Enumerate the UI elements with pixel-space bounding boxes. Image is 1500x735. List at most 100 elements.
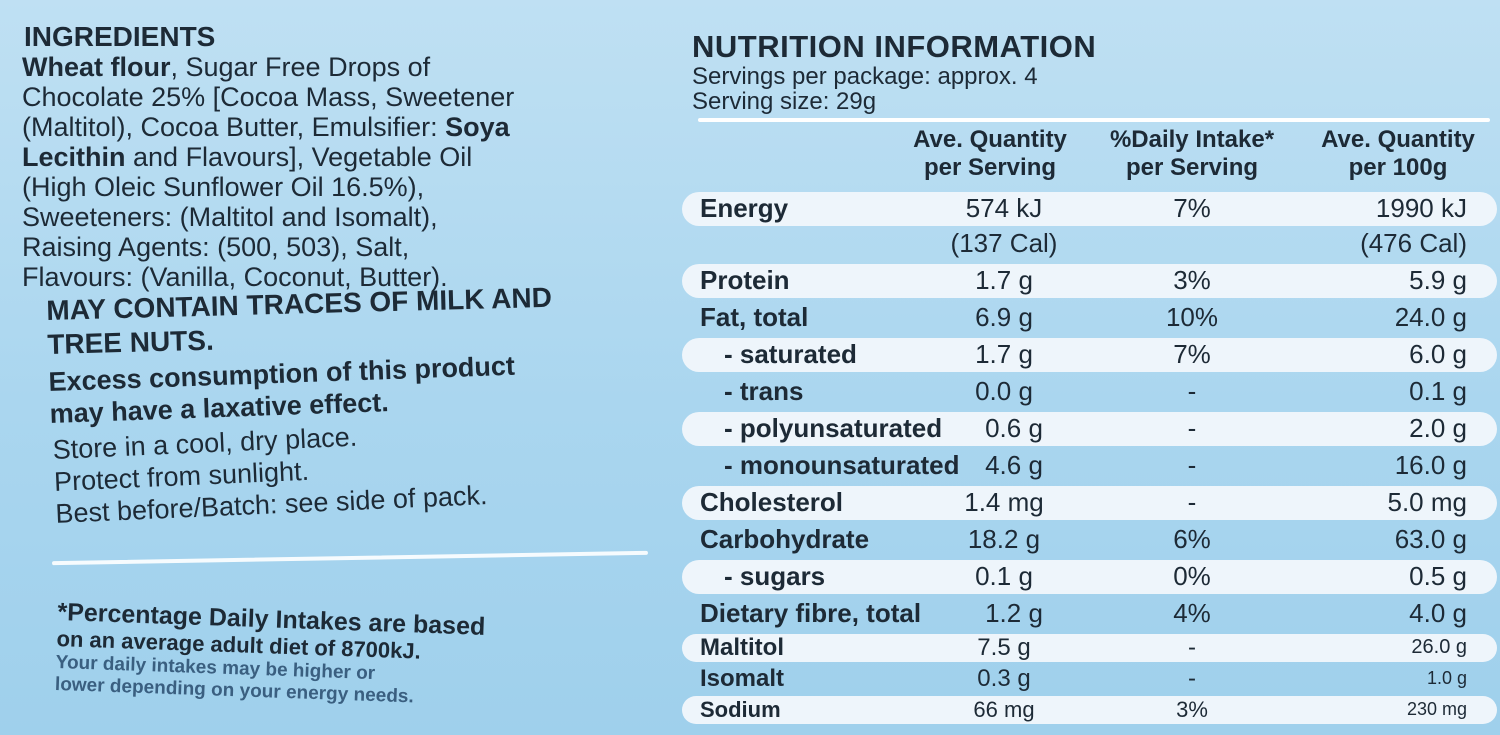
daily-intake-footnote: *Percentage Daily Intakes are based on a…	[55, 598, 678, 718]
header-daily-intake-l1: %Daily Intake*	[1109, 126, 1275, 153]
ingredients-line-1: , Sugar Free Drops of	[170, 52, 431, 82]
per-serving-value: 0.1 g	[975, 561, 1033, 591]
nutrient-name: Maltitol	[700, 634, 784, 661]
nutrient-name: - sugars	[724, 561, 826, 591]
daily-intake-value: 7%	[1173, 193, 1211, 223]
header-per-100g: Ave. Quantity per 100g	[1302, 126, 1494, 182]
per-serving-value: 1.7 g	[975, 339, 1033, 369]
nutrition-row: Carbohydrate 18.2 g 6% 63.0 g	[682, 521, 1497, 558]
nutrition-row: - monounsaturated 4.6 g - 16.0 g	[682, 447, 1497, 484]
daily-intake-value: -	[1187, 413, 1197, 443]
nutrition-divider	[698, 118, 1490, 122]
per-serving-value: 18.2 g	[967, 524, 1041, 554]
ingredient-wheat-flour: Wheat flour	[22, 52, 171, 82]
nutrition-row: Protein 1.7 g 3% 5.9 g	[682, 262, 1497, 299]
nutrient-name: Cholesterol	[700, 487, 844, 517]
header-daily-intake-l2: per Serving	[1125, 154, 1259, 181]
nutrient-name: Dietary fibre, total	[700, 598, 922, 628]
per-100g-cal: (476 Cal)	[1360, 228, 1467, 258]
ingredients-line-7: Raising Agents: (500, 503), Salt,	[22, 232, 410, 262]
header-per-serving-l2: per Serving	[923, 154, 1057, 181]
daily-intake-value: 4%	[1173, 598, 1211, 628]
nutrient-name: Sodium	[700, 697, 781, 722]
serving-size: Serving size: 29g	[692, 88, 877, 115]
nutrition-row: Fat, total 6.9 g 10% 24.0 g	[682, 299, 1497, 336]
daily-intake-value: 10%	[1165, 302, 1219, 332]
ingredients-title: INGREDIENTS	[24, 21, 216, 52]
per-serving-value: 0.3 g	[977, 665, 1031, 692]
nutrition-row: Maltitol 7.5 g - 26.0 g	[682, 632, 1497, 663]
per-100g-value: 1.0 g	[1426, 668, 1467, 688]
header-daily-intake: %Daily Intake* per Serving	[1092, 126, 1292, 182]
per-serving-value: 1.2 g	[985, 598, 1043, 628]
nutrition-row-energy: Energy 574 kJ 7% 1990 kJ (137 Cal) (476 …	[682, 190, 1497, 262]
ingredients-line-6: Sweeteners: (Maltitol and Isomalt),	[22, 202, 438, 232]
per-100g-value: 0.5 g	[1409, 561, 1467, 591]
daily-intake-value: 3%	[1176, 697, 1208, 722]
nutrition-row: Sodium 66 mg 3% 230 mg	[682, 694, 1497, 725]
daily-intake-value: -	[1187, 376, 1197, 406]
nutrition-title: NUTRITION INFORMATION	[692, 29, 1097, 64]
daily-intake-value: 7%	[1173, 339, 1211, 369]
nutrient-name: Protein	[700, 265, 790, 295]
nutrition-row: - trans 0.0 g - 0.1 g	[682, 373, 1497, 410]
nutrition-row: - saturated 1.7 g 7% 6.0 g	[682, 336, 1497, 373]
per-100g-value: 2.0 g	[1409, 413, 1467, 443]
per-100g-value: 26.0 g	[1411, 636, 1467, 658]
ingredient-soya: Soya	[445, 112, 510, 142]
header-per-serving: Ave. Quantity per Serving	[895, 126, 1085, 182]
daily-intake-value: -	[1187, 487, 1197, 517]
servings-per-package: Servings per package: approx. 4	[692, 63, 1038, 90]
nutrient-name: Carbohydrate	[700, 524, 870, 554]
ingredient-lecithin: Lecithin	[22, 142, 126, 172]
per-100g-value: 4.0 g	[1409, 598, 1467, 628]
left-divider	[52, 550, 648, 566]
ingredients-line-2: Chocolate 25% [Cocoa Mass, Sweetener	[22, 82, 515, 112]
header-per-100g-l2: per 100g	[1348, 154, 1448, 181]
per-serving-value: 1.7 g	[975, 265, 1033, 295]
nutrient-name: Energy	[700, 193, 789, 223]
nutrition-row: - sugars 0.1 g 0% 0.5 g	[682, 558, 1497, 595]
nutrient-name: - trans	[724, 376, 804, 406]
ingredients-text: Wheat flour, Sugar Free Drops of Chocola…	[22, 52, 672, 292]
daily-intake-value: 0%	[1173, 561, 1211, 591]
per-serving-value: 0.6 g	[985, 413, 1043, 443]
daily-intake-value: -	[1188, 634, 1196, 661]
per-serving-value: 66 mg	[973, 697, 1035, 722]
nutrient-name: - polyunsaturated	[724, 413, 943, 443]
per-100g-value: 16.0 g	[1394, 450, 1467, 480]
per-100g-value: 5.9 g	[1409, 265, 1467, 295]
per-100g-value: 24.0 g	[1394, 302, 1467, 332]
per-serving-value: 4.6 g	[985, 450, 1043, 480]
nutrition-row: - polyunsaturated 0.6 g - 2.0 g	[682, 410, 1497, 447]
ingredients-line-8: Flavours: (Vanilla, Coconut, Butter).	[22, 262, 448, 292]
per-serving-cal: (137 Cal)	[950, 228, 1058, 258]
per-serving-value: 6.9 g	[975, 302, 1033, 332]
ingredients-line-3: (Maltitol), Cocoa Butter, Emulsifier:	[22, 112, 446, 142]
daily-intake-value: 3%	[1173, 265, 1211, 295]
per-100g-value: 5.0 mg	[1387, 487, 1468, 517]
daily-intake-value: -	[1188, 665, 1196, 692]
per-serving-value: 574 kJ	[965, 193, 1043, 223]
header-per-serving-l1: Ave. Quantity	[913, 126, 1067, 153]
nutrient-name: Fat, total	[700, 302, 809, 332]
header-per-100g-l1: Ave. Quantity	[1321, 126, 1475, 153]
per-100g-value: 0.1 g	[1409, 376, 1467, 406]
ingredients-line-4: and Flavours], Vegetable Oil	[125, 142, 473, 172]
nutrition-header: NUTRITION INFORMATION Servings per packa…	[692, 29, 1492, 115]
ingredients-panel: INGREDIENTS Wheat flour, Sugar Free Drop…	[22, 22, 672, 530]
nutrition-table: Energy 574 kJ 7% 1990 kJ (137 Cal) (476 …	[682, 190, 1497, 725]
ingredients-line-5: (High Oleic Sunflower Oil 16.5%),	[22, 172, 425, 202]
per-100g-value: 1990 kJ	[1375, 193, 1467, 223]
per-100g-value: 63.0 g	[1394, 524, 1467, 554]
nutrition-row: Dietary fibre, total 1.2 g 4% 4.0 g	[682, 595, 1497, 632]
per-serving-value: 7.5 g	[977, 634, 1031, 661]
nutrient-name: Isomalt	[700, 665, 785, 692]
per-100g-value: 230 mg	[1406, 699, 1467, 719]
nutrient-name: - saturated	[724, 339, 857, 369]
per-100g-value: 6.0 g	[1409, 339, 1467, 369]
nutrition-row: Cholesterol 1.4 mg - 5.0 mg	[682, 484, 1497, 521]
per-serving-value: 0.0 g	[975, 376, 1033, 406]
daily-intake-value: 6%	[1173, 524, 1211, 554]
daily-intake-value: -	[1187, 450, 1197, 480]
